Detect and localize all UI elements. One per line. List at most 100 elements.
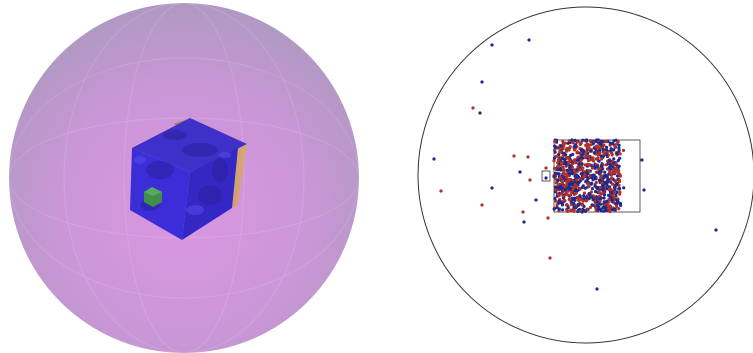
particle xyxy=(600,157,604,161)
particle xyxy=(599,164,603,168)
particle xyxy=(642,188,646,192)
particle xyxy=(608,170,612,175)
particle xyxy=(598,185,603,190)
particle xyxy=(613,207,617,211)
particle xyxy=(573,170,577,174)
particle xyxy=(553,139,557,143)
particle xyxy=(573,174,577,178)
particle xyxy=(612,170,616,175)
particle xyxy=(580,153,584,157)
particle xyxy=(587,146,591,150)
particle xyxy=(615,201,619,205)
particle xyxy=(592,151,596,155)
particle xyxy=(588,143,592,147)
particle xyxy=(598,202,603,206)
particle xyxy=(552,175,556,179)
sphere-facets xyxy=(8,2,360,353)
particle xyxy=(561,157,565,161)
particle xyxy=(552,156,556,160)
particle xyxy=(563,198,567,202)
particle xyxy=(622,186,626,190)
particle xyxy=(587,184,591,189)
particle xyxy=(584,209,588,213)
particle xyxy=(439,189,443,193)
particle xyxy=(594,180,598,185)
particle xyxy=(432,157,436,161)
particle xyxy=(564,188,568,192)
particle xyxy=(610,176,614,180)
particle xyxy=(480,80,484,84)
particle xyxy=(615,204,619,209)
particle xyxy=(584,195,589,199)
particle xyxy=(608,141,613,145)
particle xyxy=(595,287,599,291)
particle xyxy=(572,197,577,201)
particle xyxy=(584,199,589,203)
particle-cluster xyxy=(552,138,626,214)
particle xyxy=(602,143,606,147)
particle xyxy=(612,161,616,165)
particle xyxy=(596,187,600,191)
particle xyxy=(560,201,564,205)
particle xyxy=(490,43,494,47)
particle xyxy=(608,195,612,199)
particle xyxy=(561,139,565,143)
particle xyxy=(595,145,599,150)
particle xyxy=(569,209,573,213)
particle xyxy=(603,140,607,144)
particle xyxy=(556,168,560,172)
particle xyxy=(617,143,621,147)
scattered-particles xyxy=(432,38,718,291)
particle xyxy=(568,159,572,163)
particle xyxy=(599,209,603,213)
particle xyxy=(569,193,573,197)
particle xyxy=(575,168,579,172)
particle xyxy=(574,143,578,147)
3d-render-canvas[interactable] xyxy=(0,0,370,353)
particle xyxy=(558,185,562,189)
particle xyxy=(614,166,618,170)
small-green-cube-top xyxy=(144,187,162,196)
particle xyxy=(556,158,560,162)
particle xyxy=(552,166,557,170)
particle xyxy=(566,141,570,145)
particle xyxy=(591,159,595,163)
particle xyxy=(607,198,611,202)
particle xyxy=(546,216,550,220)
particle xyxy=(610,198,614,202)
particle xyxy=(568,198,572,202)
particle xyxy=(544,166,548,170)
particle xyxy=(560,186,564,190)
particle xyxy=(612,190,617,194)
particle xyxy=(561,208,565,212)
particle xyxy=(601,188,605,192)
particle xyxy=(572,148,577,152)
particle xyxy=(518,170,522,174)
particle xyxy=(552,159,556,163)
particle xyxy=(567,172,571,176)
particle xyxy=(607,166,611,170)
particle xyxy=(584,179,588,183)
particle xyxy=(611,208,615,212)
particle xyxy=(571,141,575,145)
particle xyxy=(554,177,558,181)
particle xyxy=(578,194,582,198)
particle xyxy=(561,165,565,169)
particle xyxy=(588,205,593,209)
cube-highlight xyxy=(134,152,231,215)
particle xyxy=(565,168,569,172)
particle xyxy=(597,171,601,175)
particle xyxy=(554,181,558,185)
particle xyxy=(613,145,617,149)
particle xyxy=(596,207,600,211)
particle xyxy=(597,190,601,194)
particle xyxy=(576,158,580,162)
particle xyxy=(556,178,560,182)
particle xyxy=(478,111,482,115)
particle xyxy=(565,175,569,179)
particle xyxy=(471,106,475,110)
particle xyxy=(580,162,584,166)
particle xyxy=(602,206,606,210)
projection-canvas[interactable] xyxy=(410,0,753,353)
